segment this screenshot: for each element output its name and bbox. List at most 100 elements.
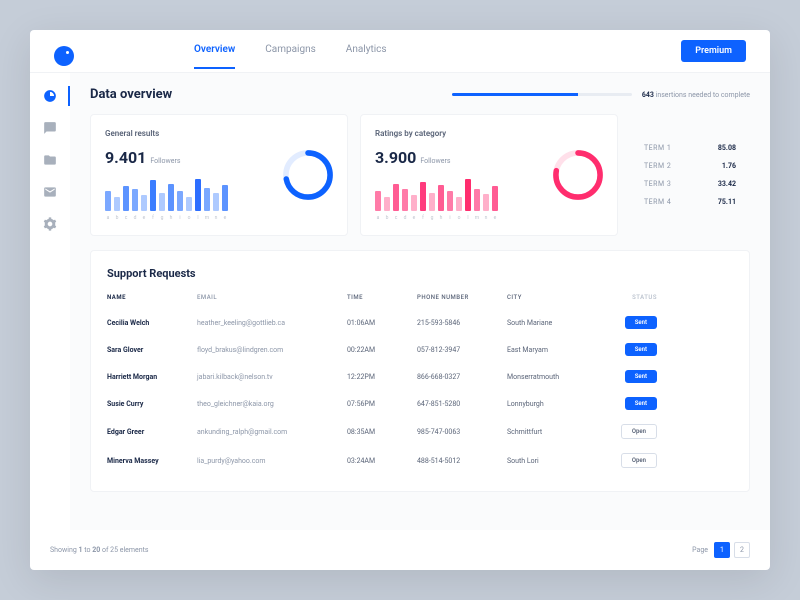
metric-label: Followers bbox=[420, 157, 450, 165]
support-title: Support Requests bbox=[107, 267, 733, 280]
table-row[interactable]: Sara Gloverfloyd_brakus@lindgren.com00:2… bbox=[107, 336, 733, 363]
term-row: TERM 1 85.08 bbox=[644, 144, 736, 152]
cell-time: 03:24AM bbox=[347, 457, 417, 465]
cell-time: 07:56PM bbox=[347, 400, 417, 408]
cell-city: East Maryam bbox=[507, 346, 607, 354]
column-header: PHONE NUMBER bbox=[417, 294, 507, 301]
settings-icon[interactable] bbox=[43, 217, 57, 231]
cell-city: Monserratmouth bbox=[507, 373, 607, 381]
mail-icon[interactable] bbox=[43, 185, 57, 199]
cell-phone: 488-514-5012 bbox=[417, 457, 507, 465]
bar-chart bbox=[105, 175, 267, 211]
status-badge[interactable]: Open bbox=[621, 453, 657, 468]
cell-email: heather_keeling@gottlieb.ca bbox=[197, 319, 347, 327]
term-row: TERM 21.76 bbox=[644, 162, 736, 170]
bar bbox=[465, 179, 471, 211]
bar bbox=[132, 189, 138, 211]
term-value: 85.08 bbox=[718, 144, 736, 152]
status-badge[interactable]: Open bbox=[621, 424, 657, 439]
showing-text: Showing 1 to 20 of 25 elements bbox=[50, 546, 149, 554]
cell-email: lia_purdy@yahoo.com bbox=[197, 457, 347, 465]
table-row[interactable]: Edgar Greerankunding_ralph@gmail.com08:3… bbox=[107, 417, 733, 446]
page-header: Data overview 643 insertions needed to c… bbox=[90, 87, 750, 102]
page-button-1[interactable]: 1 bbox=[714, 542, 730, 558]
bar bbox=[438, 185, 444, 211]
column-header: EMAIL bbox=[197, 294, 347, 301]
bar bbox=[141, 195, 147, 211]
bar bbox=[384, 197, 390, 211]
bar bbox=[195, 179, 201, 211]
bar bbox=[420, 182, 426, 211]
page-button-2[interactable]: 2 bbox=[734, 542, 750, 558]
bar bbox=[375, 191, 381, 211]
cell-city: Lonnyburgh bbox=[507, 400, 607, 408]
table-row[interactable]: Minerva Masseylia_purdy@yahoo.com03:24AM… bbox=[107, 446, 733, 475]
pagination: Page 12 bbox=[692, 542, 750, 558]
sidebar bbox=[30, 73, 70, 530]
term-value: 1.76 bbox=[722, 162, 736, 170]
table-header: NAMEEMAILTIMEPHONE NUMBERCITYSTATUS bbox=[107, 294, 733, 309]
tab-campaigns[interactable]: Campaigns bbox=[265, 44, 316, 69]
tab-analytics[interactable]: Analytics bbox=[346, 44, 387, 69]
cell-email: floyd_brakus@lindgren.com bbox=[197, 346, 347, 354]
table-row[interactable]: Cecilia Welchheather_keeling@gottlieb.ca… bbox=[107, 309, 733, 336]
premium-button[interactable]: Premium bbox=[681, 40, 746, 62]
support-table: NAMEEMAILTIMEPHONE NUMBERCITYSTATUS Ceci… bbox=[107, 294, 733, 475]
cell-status: Sent bbox=[607, 316, 657, 329]
table-row[interactable]: Harriett Morganjabari.kilback@nelson.tv1… bbox=[107, 363, 733, 390]
cell-name: Edgar Greer bbox=[107, 428, 197, 436]
status-badge[interactable]: Sent bbox=[625, 370, 657, 383]
metric-label: Followers bbox=[150, 157, 180, 165]
chat-icon[interactable] bbox=[43, 121, 57, 135]
logo[interactable] bbox=[54, 46, 74, 66]
cell-status: Sent bbox=[607, 397, 657, 410]
metric-value: 3.900 bbox=[375, 148, 416, 167]
cell-name: Susie Curry bbox=[107, 400, 197, 408]
terms-panel: TERM 185.08TERM 21.76TERM 333.42TERM 475… bbox=[630, 114, 750, 236]
cell-status: Sent bbox=[607, 370, 657, 383]
column-header: NAME bbox=[107, 294, 197, 301]
main-content: Data overview 643 insertions needed to c… bbox=[70, 73, 770, 530]
bar bbox=[168, 184, 174, 211]
column-header: CITY bbox=[507, 294, 607, 301]
dashboard-icon[interactable] bbox=[43, 89, 57, 103]
bar bbox=[393, 184, 399, 211]
ratings-card: Ratings by category 3.900Followers abcde… bbox=[360, 114, 618, 236]
table-row[interactable]: Susie Currytheo_gleichner@kaia.org07:56P… bbox=[107, 390, 733, 417]
cell-email: jabari.kilback@nelson.tv bbox=[197, 373, 347, 381]
bar bbox=[492, 186, 498, 211]
donut-chart bbox=[553, 150, 603, 200]
metric-value: 9.401 bbox=[105, 148, 146, 167]
term-label: TERM 3 bbox=[644, 180, 671, 188]
bar bbox=[447, 191, 453, 211]
bar bbox=[402, 189, 408, 211]
cell-city: South Mariane bbox=[507, 319, 607, 327]
cell-status: Sent bbox=[607, 343, 657, 356]
app-window: Overview Campaigns Analytics Premium Data … bbox=[30, 30, 770, 570]
cell-time: 08:35AM bbox=[347, 428, 417, 436]
progress-fill bbox=[452, 93, 578, 96]
card-title: Ratings by category bbox=[375, 129, 537, 138]
bar bbox=[186, 197, 192, 211]
nav-tabs: Overview Campaigns Analytics bbox=[194, 44, 681, 69]
folder-icon[interactable] bbox=[43, 153, 57, 167]
bar bbox=[177, 191, 183, 211]
column-header: STATUS bbox=[607, 294, 657, 301]
cell-time: 12:22PM bbox=[347, 373, 417, 381]
term-label: TERM 4 bbox=[644, 198, 671, 206]
progress-text: 643 insertions needed to complete bbox=[642, 91, 750, 99]
term-label: TERM 1 bbox=[644, 144, 671, 152]
column-header: TIME bbox=[347, 294, 417, 301]
cell-phone: 057-812-3947 bbox=[417, 346, 507, 354]
support-card: Support Requests NAMEEMAILTIMEPHONE NUMB… bbox=[90, 250, 750, 492]
status-badge[interactable]: Sent bbox=[625, 397, 657, 410]
bar bbox=[159, 193, 165, 211]
status-badge[interactable]: Sent bbox=[625, 343, 657, 356]
bar bbox=[105, 191, 111, 211]
status-badge[interactable]: Sent bbox=[625, 316, 657, 329]
body: Data overview 643 insertions needed to c… bbox=[30, 73, 770, 530]
tab-overview[interactable]: Overview bbox=[194, 44, 235, 69]
cell-name: Minerva Massey bbox=[107, 457, 197, 465]
cell-email: theo_gleichner@kaia.org bbox=[197, 400, 347, 408]
progress-wrap: 643 insertions needed to complete bbox=[452, 91, 750, 99]
